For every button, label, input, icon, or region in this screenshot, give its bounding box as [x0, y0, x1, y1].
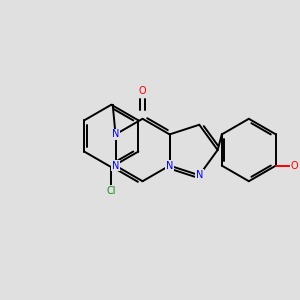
Text: N: N	[166, 160, 173, 171]
Text: N: N	[112, 160, 119, 171]
Text: O: O	[291, 160, 298, 171]
Text: N: N	[112, 129, 119, 140]
Text: Cl: Cl	[106, 186, 116, 196]
Text: O: O	[139, 86, 146, 96]
Text: N: N	[196, 170, 203, 180]
